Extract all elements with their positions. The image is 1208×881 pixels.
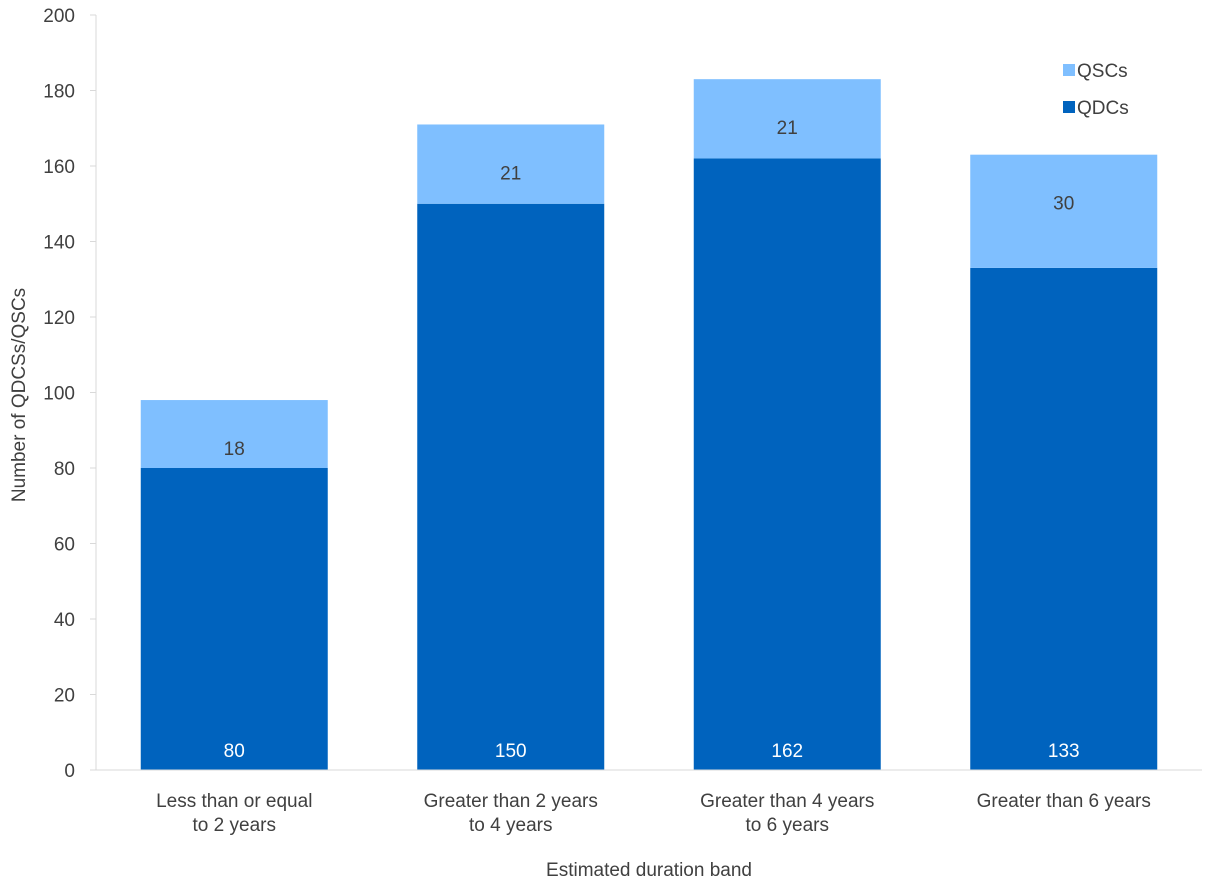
legend-label-qscs: QSCs xyxy=(1077,61,1128,82)
y-tick-label: 200 xyxy=(43,6,75,27)
bar-qdcs-1 xyxy=(417,203,605,770)
data-label-qdcs: 133 xyxy=(1048,741,1080,762)
y-tick-label: 120 xyxy=(43,308,75,329)
y-tick-label: 140 xyxy=(43,233,75,254)
data-label-qdcs: 80 xyxy=(224,741,245,762)
legend: QSCs QDCs xyxy=(1063,61,1129,119)
data-label-qscs: 21 xyxy=(777,118,798,139)
bars: 80 18 150 21 162 21 133 30 xyxy=(140,79,1158,770)
data-label-qscs: 18 xyxy=(224,439,245,460)
legend-swatch-qdcs xyxy=(1063,101,1075,113)
y-tick-label: 80 xyxy=(54,459,75,480)
x-category-label: Less than or equal to 2 years xyxy=(156,791,312,836)
y-tick-label: 100 xyxy=(43,384,75,405)
legend-swatch-qscs xyxy=(1063,64,1075,76)
y-tick-label: 40 xyxy=(54,610,75,631)
legend-label-qdcs: QDCs xyxy=(1077,98,1129,119)
bar-qscs-0 xyxy=(140,400,328,468)
bar-qscs-2 xyxy=(693,79,881,159)
x-axis: Less than or equal to 2 years Greater than… xyxy=(96,769,1202,836)
x-category-label: Greater than 2 years to 4 years xyxy=(424,791,598,836)
bar-qscs-1 xyxy=(417,124,605,204)
y-axis-title: Number of QDCSs/QSCs xyxy=(9,288,30,502)
y-axis: 0 20 40 60 80 100 120 140 160 180 200 xyxy=(43,6,97,782)
y-tick-label: 60 xyxy=(54,535,75,556)
data-label-qscs: 30 xyxy=(1053,194,1074,215)
data-label-qdcs: 150 xyxy=(495,741,527,762)
y-tick-label: 0 xyxy=(64,761,75,782)
data-label-qscs: 21 xyxy=(500,163,521,184)
y-tick-label: 160 xyxy=(43,157,75,178)
x-axis-title: Estimated duration band xyxy=(546,860,752,881)
y-tick-label: 20 xyxy=(54,686,75,707)
bar-qdcs-2 xyxy=(693,158,881,770)
bar-qdcs-0 xyxy=(140,468,328,770)
x-category-label: Greater than 4 years to 6 years xyxy=(700,791,874,836)
x-category-label: Greater than 6 years xyxy=(977,791,1151,812)
y-tick-label: 180 xyxy=(43,82,75,103)
data-label-qdcs: 162 xyxy=(771,741,803,762)
bar-qscs-3 xyxy=(970,154,1158,268)
bar-qdcs-3 xyxy=(970,267,1158,770)
